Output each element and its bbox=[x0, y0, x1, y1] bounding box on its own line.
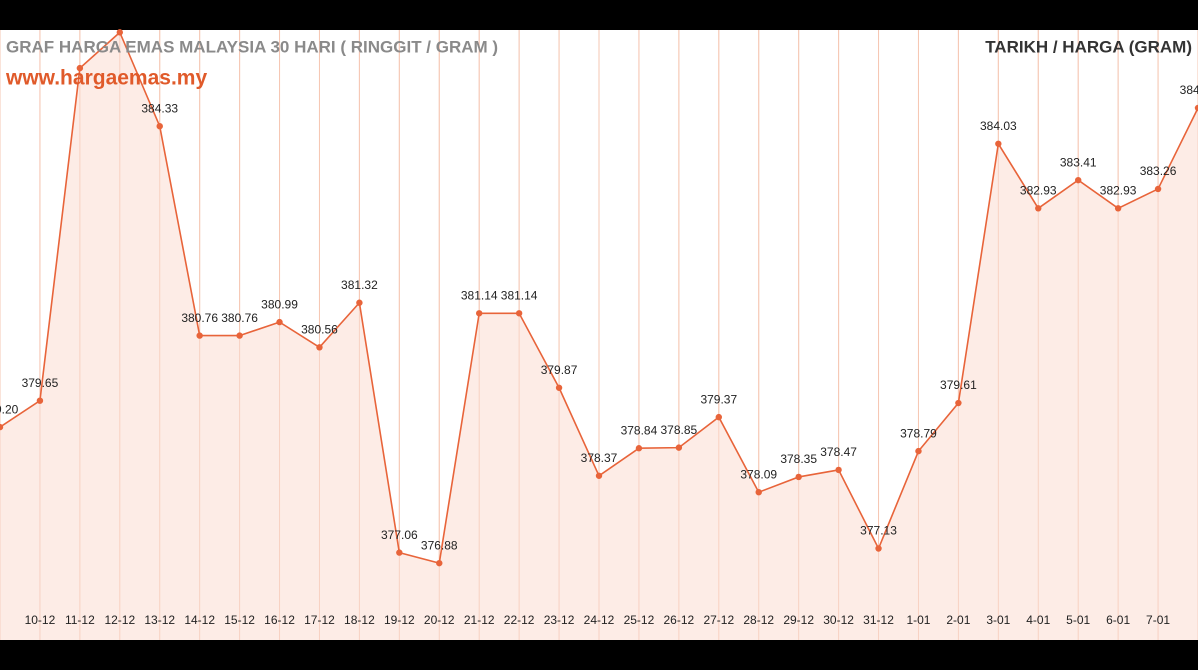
point bbox=[1075, 176, 1082, 184]
x-tick-label: 16-12 bbox=[264, 613, 295, 627]
point bbox=[0, 423, 4, 431]
chart-title: GRAF HARGA EMAS MALAYSIA 30 HARI ( RINGG… bbox=[6, 37, 498, 56]
value-label: 383.26 bbox=[1140, 164, 1177, 178]
x-tick-label: 21-12 bbox=[464, 613, 495, 627]
point bbox=[196, 332, 203, 339]
x-tick-label: 25-12 bbox=[624, 613, 655, 627]
point bbox=[76, 64, 84, 72]
value-label: 381.14 bbox=[501, 288, 538, 302]
value-label: 381.14 bbox=[461, 288, 498, 302]
point bbox=[835, 466, 842, 474]
value-label: 378.09 bbox=[740, 467, 777, 481]
x-tick-label: 13-12 bbox=[144, 613, 175, 627]
point bbox=[755, 488, 762, 496]
x-tick-label: 1-01 bbox=[906, 613, 930, 627]
x-tick-label: 31-12 bbox=[863, 613, 894, 627]
value-label: 383.41 bbox=[1060, 155, 1097, 169]
value-label: 378.47 bbox=[820, 445, 857, 459]
chart-annotation: TARIKH / HARGA (GRAM) bbox=[985, 37, 1192, 56]
value-label: 384.33 bbox=[141, 101, 178, 115]
x-tick-label: 7-01 bbox=[1146, 613, 1170, 627]
x-tick-label: 20-12 bbox=[424, 613, 455, 627]
x-tick-label: 18-12 bbox=[344, 613, 375, 627]
point bbox=[396, 549, 403, 556]
point bbox=[955, 399, 962, 407]
x-tick-label: 2-01 bbox=[946, 613, 970, 627]
value-label: 377.06 bbox=[381, 528, 418, 542]
point bbox=[1154, 185, 1162, 193]
point bbox=[356, 299, 363, 306]
value-label: 380.76 bbox=[221, 311, 258, 325]
point bbox=[116, 29, 124, 36]
x-tick-label: 27-12 bbox=[703, 613, 734, 627]
value-label: 378.37 bbox=[581, 451, 618, 465]
value-label: 379.87 bbox=[541, 363, 578, 377]
point bbox=[1194, 104, 1198, 112]
point bbox=[316, 344, 323, 351]
value-label: 378.84 bbox=[621, 423, 658, 437]
x-tick-label: 28-12 bbox=[743, 613, 774, 627]
x-tick-label: 3-01 bbox=[986, 613, 1010, 627]
point bbox=[915, 447, 922, 455]
point bbox=[635, 445, 643, 452]
point bbox=[36, 397, 44, 404]
value-label: 384.03 bbox=[980, 119, 1017, 133]
value-label: 382.93 bbox=[1020, 183, 1057, 197]
area bbox=[0, 32, 1198, 641]
x-tick-label: 10-12 bbox=[25, 613, 56, 627]
x-tick-label: 24-12 bbox=[584, 613, 615, 627]
x-tick-label: 19-12 bbox=[384, 613, 415, 627]
value-label: 379.61 bbox=[940, 378, 977, 392]
value-label: 380.76 bbox=[181, 311, 218, 325]
x-tick-label: 14-12 bbox=[184, 613, 215, 627]
point bbox=[276, 318, 283, 326]
point bbox=[875, 545, 882, 552]
x-tick-label: 5-01 bbox=[1066, 613, 1090, 627]
x-tick-label: 17-12 bbox=[304, 613, 335, 627]
x-tick-label: 26-12 bbox=[664, 613, 695, 627]
value-label: 380.56 bbox=[301, 322, 338, 336]
value-label: 378.35 bbox=[780, 452, 817, 466]
value-label: 378.79 bbox=[900, 426, 937, 440]
x-tick-label: 15-12 bbox=[224, 613, 255, 627]
x-tick-label: 22-12 bbox=[504, 613, 535, 627]
point bbox=[1114, 205, 1122, 212]
value-label: 378.85 bbox=[661, 423, 698, 437]
x-tick-label: 6-01 bbox=[1106, 613, 1130, 627]
value-label: 380.99 bbox=[261, 297, 298, 311]
x-tick-label: 30-12 bbox=[823, 613, 854, 627]
x-tick-label: 29-12 bbox=[783, 613, 814, 627]
point bbox=[156, 122, 163, 130]
point bbox=[1035, 205, 1042, 212]
value-label: 382.93 bbox=[1100, 183, 1137, 197]
point bbox=[595, 472, 603, 479]
value-label: 379.65 bbox=[22, 376, 59, 390]
point bbox=[476, 310, 483, 317]
point bbox=[675, 444, 683, 451]
point bbox=[555, 384, 563, 391]
point bbox=[995, 140, 1002, 147]
value-label: 381.32 bbox=[341, 278, 378, 292]
value-label: 384.64 bbox=[1180, 83, 1198, 97]
value-label: 379.37 bbox=[700, 392, 737, 406]
value-label: 376.88 bbox=[421, 538, 458, 552]
value-label: 377.13 bbox=[860, 524, 897, 538]
point bbox=[795, 473, 802, 481]
point bbox=[436, 559, 443, 567]
x-tick-label: 11-12 bbox=[65, 613, 95, 627]
chart-subtitle: www.hargaemas.my bbox=[5, 67, 207, 90]
value-label: 379.20 bbox=[0, 402, 19, 416]
x-tick-label: 4-01 bbox=[1026, 613, 1050, 627]
x-tick-label: 12-12 bbox=[104, 613, 135, 627]
point bbox=[515, 310, 523, 317]
x-tick-label: 23-12 bbox=[544, 613, 575, 627]
point bbox=[236, 332, 243, 339]
point bbox=[715, 413, 722, 421]
